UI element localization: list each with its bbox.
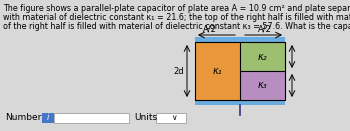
- Text: κ₃: κ₃: [258, 81, 267, 91]
- Text: Number: Number: [5, 113, 41, 122]
- Bar: [195, 42, 240, 100]
- Text: 2d: 2d: [174, 67, 184, 75]
- Text: A/2: A/2: [203, 24, 217, 33]
- Text: κ₁: κ₁: [213, 66, 222, 76]
- Bar: [156, 113, 186, 123]
- Bar: [240, 71, 285, 100]
- Bar: [195, 37, 285, 42]
- Text: κ₂: κ₂: [258, 51, 267, 61]
- Bar: [42, 113, 54, 123]
- Text: ∨: ∨: [171, 113, 177, 122]
- Text: of the right half is filled with material of dielectric constant κ₃ = 57.6. What: of the right half is filled with materia…: [3, 22, 350, 31]
- Text: with material of dielectric constant κ₁ = 21.6; the top of the right half is fil: with material of dielectric constant κ₁ …: [3, 13, 350, 22]
- Bar: [195, 100, 285, 105]
- Text: The figure shows a parallel-plate capacitor of plate area A = 10.9 cm² and plate: The figure shows a parallel-plate capaci…: [3, 4, 350, 13]
- Bar: [54, 113, 129, 123]
- Text: A/2: A/2: [258, 24, 272, 33]
- Text: Units: Units: [134, 113, 157, 122]
- Text: i: i: [47, 113, 49, 122]
- Bar: [240, 42, 285, 71]
- Bar: [195, 42, 285, 100]
